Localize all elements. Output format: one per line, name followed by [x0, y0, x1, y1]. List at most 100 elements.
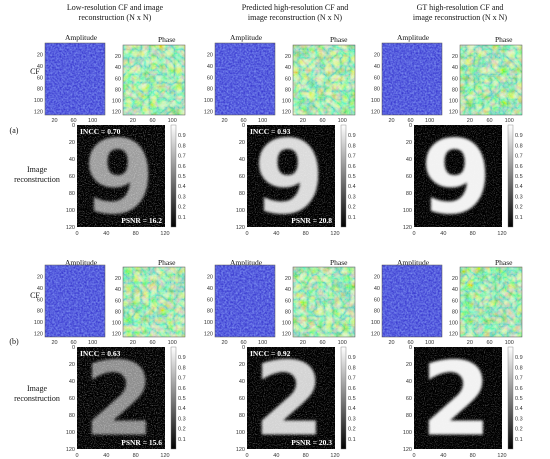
- image-y-tick: 0: [409, 123, 412, 129]
- incc-value: INCC = 0.93: [250, 127, 291, 136]
- cf-y-tick: 120: [112, 332, 121, 338]
- image-x-tick: 80: [133, 231, 139, 237]
- colorbar: [340, 124, 347, 228]
- image-x-tick: 0: [245, 453, 248, 459]
- amplitude-label: Amplitude: [397, 258, 430, 267]
- image-y-tick: 100: [66, 430, 75, 436]
- row-label-image-b: Image reconstruction: [2, 384, 72, 404]
- cf-y-tick: 40: [37, 64, 43, 70]
- cf-y-tick: 20: [285, 54, 291, 60]
- colorbar-tick: 0.4: [178, 406, 186, 412]
- colorbar-tick: 0.6: [348, 164, 356, 170]
- cf-y-tick: 60: [207, 297, 213, 303]
- phase-pattern: [293, 45, 355, 115]
- image-y-tick: 60: [239, 396, 245, 402]
- image-y-tick: 20: [239, 362, 245, 368]
- cf-y-tick: 20: [207, 274, 213, 280]
- image-y-tick: 40: [69, 379, 75, 385]
- image-y-tick: 80: [69, 191, 75, 197]
- image-x-tick: 120: [497, 453, 506, 459]
- cf-y-tick: 80: [285, 87, 291, 93]
- cf-x-tick: 20: [467, 118, 473, 124]
- image-y-tick: 100: [236, 208, 245, 214]
- colorbar-tick: 0.7: [178, 376, 186, 382]
- cf-y-tick: 20: [37, 274, 43, 280]
- cf-y-tick: 60: [452, 76, 458, 82]
- image-y-tick: 60: [69, 174, 75, 180]
- amplitude-map: 20 40 60 80 100 120 20 60 100: [34, 42, 106, 124]
- cf-y-tick: 80: [285, 309, 291, 315]
- colorbar-tick: 0.1: [178, 215, 186, 221]
- cf-y-tick: 20: [374, 274, 380, 280]
- image-y-tick: 120: [236, 447, 245, 453]
- phase-label: Phase: [158, 258, 176, 267]
- colorbar-tick: 0.8: [515, 365, 523, 371]
- image-x-tick: 40: [103, 231, 109, 237]
- map-frame: [214, 42, 276, 116]
- cf-y-tick: 80: [37, 87, 43, 93]
- cf-y-tick: 40: [207, 64, 213, 70]
- cf-y-tick: 60: [207, 75, 213, 81]
- cf-y-tick: 120: [34, 110, 43, 116]
- colorbar-tick: 0.9: [178, 355, 186, 361]
- cf-x-tick: 60: [486, 340, 492, 346]
- cf-x-tick: 100: [258, 118, 267, 124]
- column-title-line2: image reconstruction (N x N): [247, 13, 343, 22]
- cf-y-tick: 80: [374, 87, 380, 93]
- cf-y-tick: 100: [282, 321, 291, 327]
- cf-x-tick: 20: [300, 340, 306, 346]
- row-label-cf-a: CF: [30, 67, 40, 76]
- image-x-tick: 80: [303, 453, 309, 459]
- cf-y-tick: 120: [449, 332, 458, 338]
- cf-y-tick: 80: [207, 87, 213, 93]
- cf-y-tick: 20: [285, 276, 291, 282]
- image-x-tick: 40: [440, 231, 446, 237]
- image-y-tick: 20: [69, 140, 75, 146]
- image-x-tick: 0: [245, 231, 248, 237]
- cf-x-tick: 20: [221, 118, 227, 124]
- colorbar-tick: 0.6: [348, 386, 356, 392]
- colorbar-tick: 0.8: [515, 143, 523, 149]
- colorbar-tick: 0.1: [515, 215, 523, 221]
- cf-x-tick: 100: [258, 340, 267, 346]
- cf-y-tick: 100: [204, 320, 213, 326]
- image-y-tick: 0: [72, 345, 75, 351]
- map-frame: [381, 264, 443, 338]
- cf-y-tick: 100: [449, 321, 458, 327]
- cf-x-tick: 20: [388, 340, 394, 346]
- colorbar-tick: 0.9: [348, 133, 356, 139]
- amplitude-label: Amplitude: [65, 258, 98, 267]
- phase-label: Phase: [330, 35, 348, 44]
- image-y-tick: 0: [242, 345, 245, 351]
- image-y-tick: 120: [66, 447, 75, 453]
- map-frame: [459, 44, 523, 116]
- image-x-tick: 40: [273, 453, 279, 459]
- cf-y-tick: 120: [34, 332, 43, 338]
- image-y-tick: 100: [403, 208, 412, 214]
- image-x-tick: 80: [133, 453, 139, 459]
- image-speckle: [414, 125, 502, 227]
- cf-y-tick: 100: [371, 320, 380, 326]
- cf-y-tick: 80: [115, 309, 121, 315]
- phase-pattern: [293, 267, 355, 337]
- psnr-value: PSNR = 15.6: [121, 438, 162, 447]
- colorbar-tick: 0.8: [178, 365, 186, 371]
- row-label-line2: reconstruction: [14, 175, 60, 184]
- cf-x-tick: 60: [241, 118, 247, 124]
- colorbar-tick: 0.9: [348, 355, 356, 361]
- map-frame: [44, 42, 106, 116]
- cf-y-tick: 100: [112, 321, 121, 327]
- colorbar-tick: 0.9: [515, 133, 523, 139]
- cf-y-tick: 120: [282, 332, 291, 338]
- map-frame: [459, 266, 523, 338]
- map-frame: [292, 266, 356, 338]
- cf-y-tick: 60: [37, 297, 43, 303]
- cf-y-tick: 20: [374, 52, 380, 58]
- cf-x-tick: 60: [319, 118, 325, 124]
- incc-value: INCC = 0.92: [250, 349, 291, 358]
- image-x-tick: 0: [75, 231, 78, 237]
- cf-y-tick: 60: [452, 298, 458, 304]
- amplitude-label: Amplitude: [230, 33, 263, 42]
- phase-label: Phase: [495, 35, 513, 44]
